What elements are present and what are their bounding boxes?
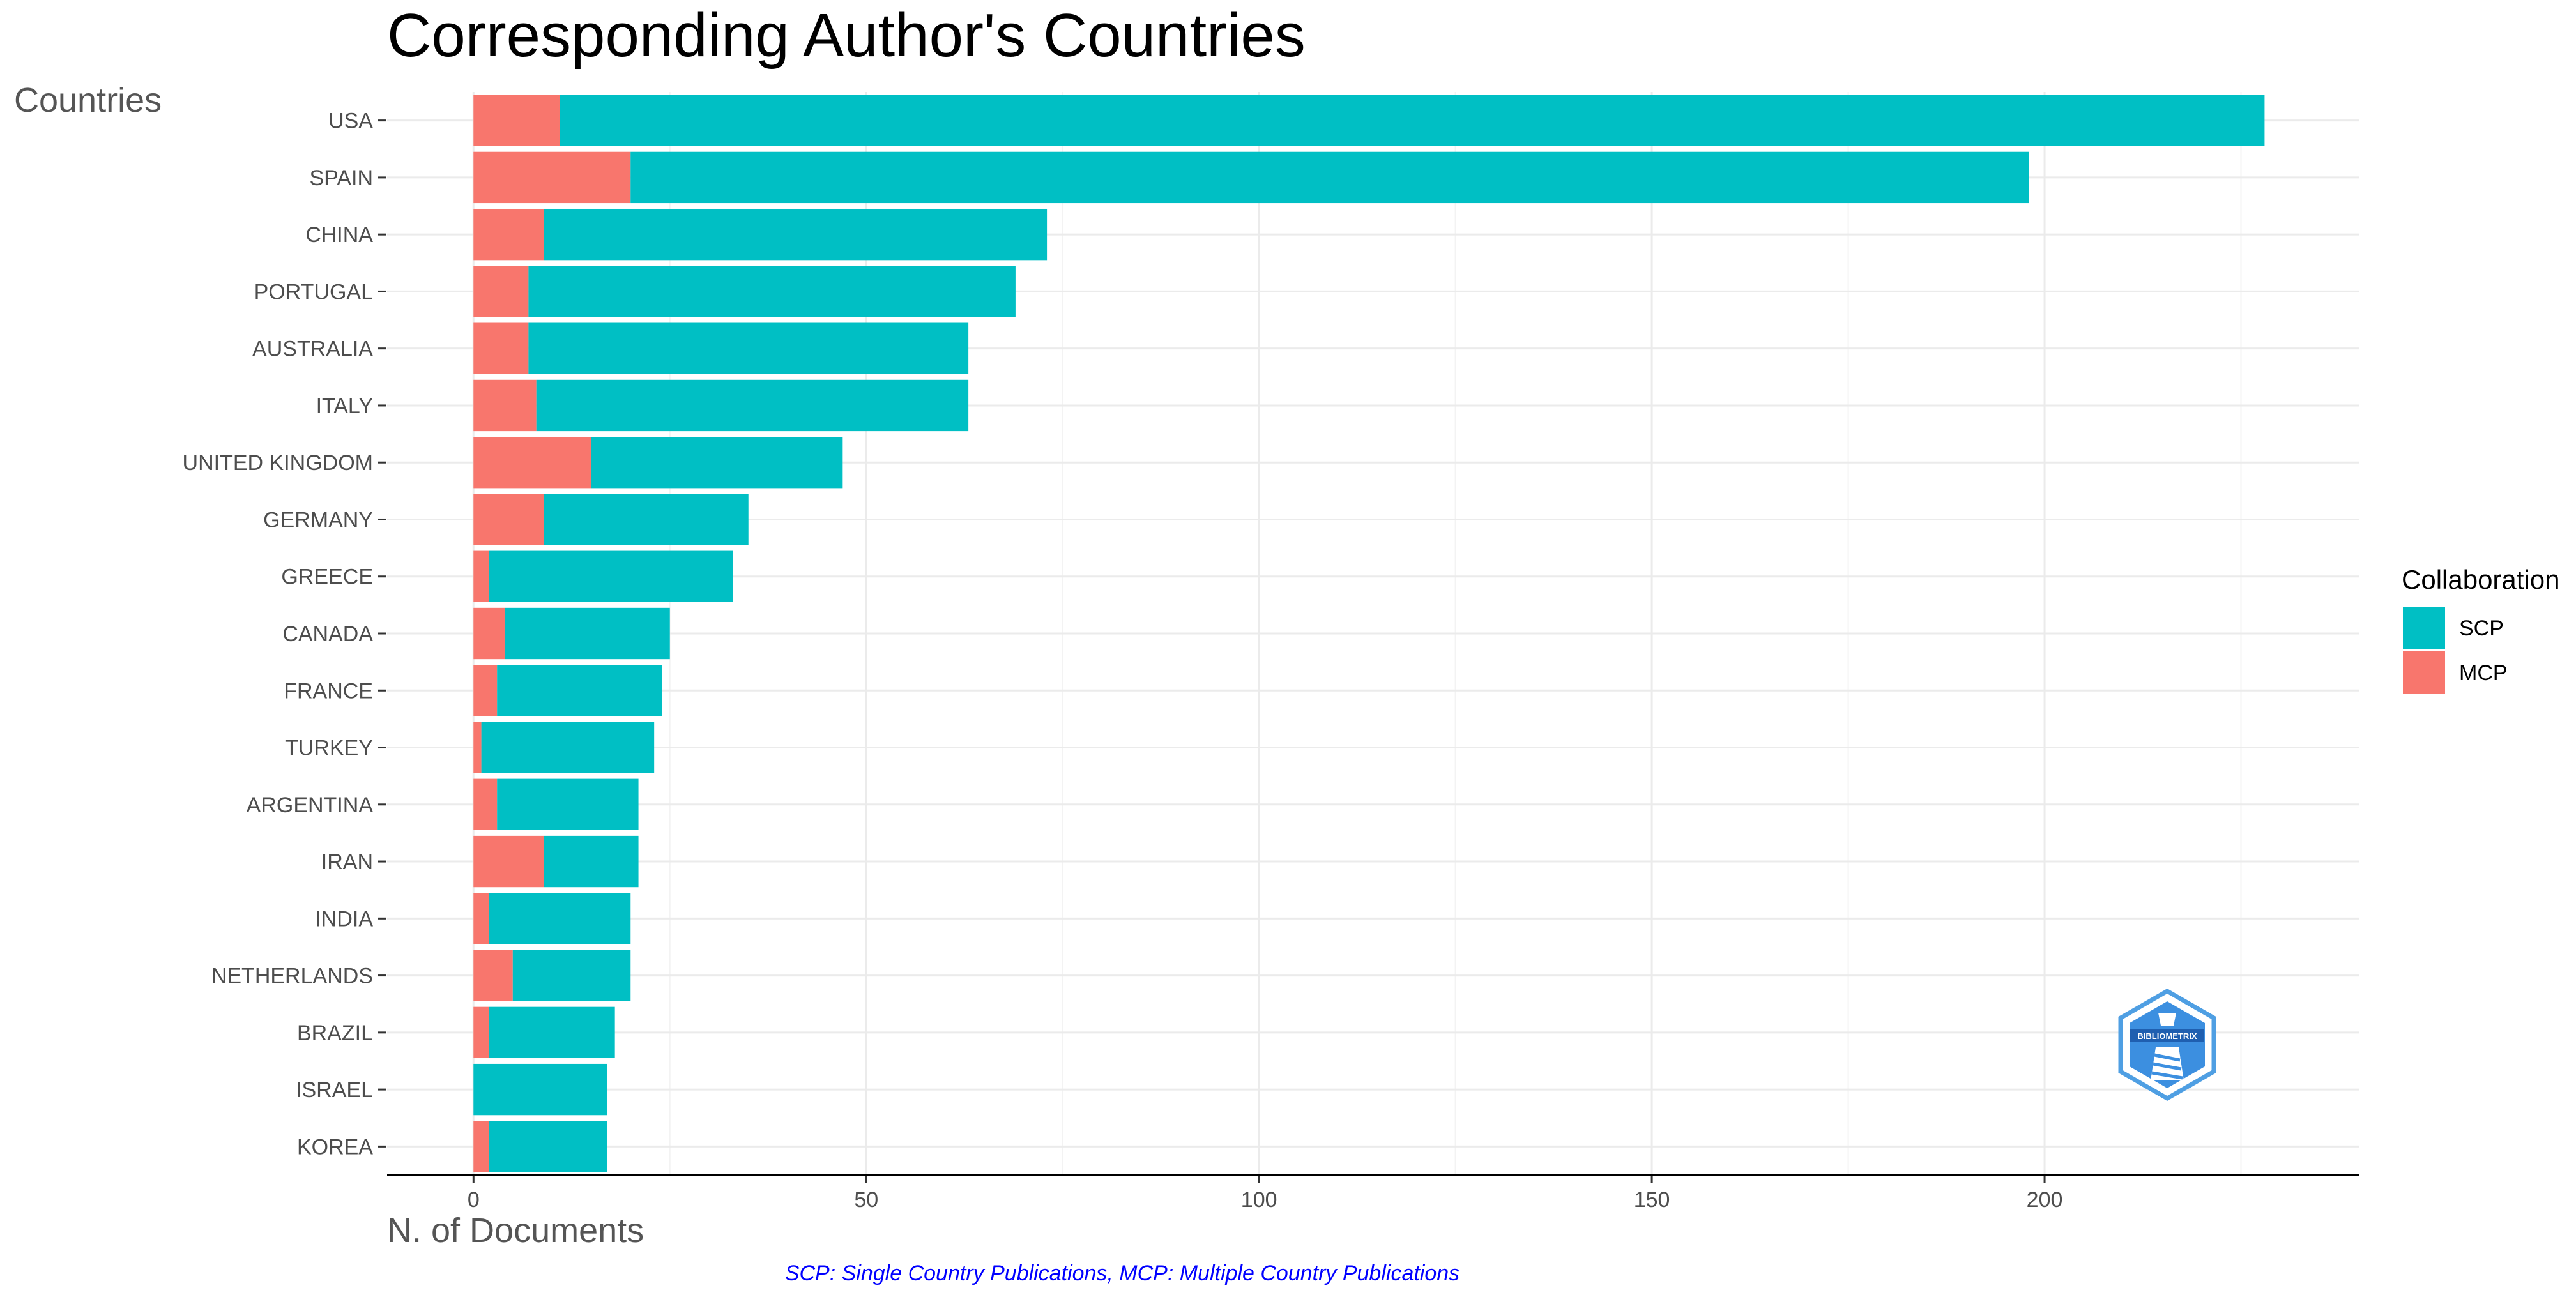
bar-scp <box>481 722 655 773</box>
y-tick-label: USA <box>328 109 373 133</box>
chart-title: Corresponding Author's Countries <box>387 1 1306 70</box>
bar-scp <box>489 893 631 944</box>
bar-scp <box>512 950 631 1001</box>
bar-mcp <box>473 778 498 830</box>
x-tick-label: 200 <box>2027 1188 2063 1212</box>
y-axis-title: Countries <box>14 81 162 119</box>
bar-scp <box>536 379 969 432</box>
bar-mcp <box>473 437 591 489</box>
y-tick-label: ARGENTINA <box>247 793 374 817</box>
y-tick-label: GERMANY <box>263 508 373 532</box>
bar-mcp <box>473 1006 489 1059</box>
bar-scp <box>544 494 749 545</box>
legend-title: Collaboration <box>2402 565 2560 595</box>
bar-mcp <box>473 550 489 602</box>
bar-scp <box>497 665 662 716</box>
y-tick-label: UNITED KINGDOM <box>183 451 373 475</box>
y-axis-ticks: USA SPAIN CHINA PORTUGAL AUSTRALIA ITALY UNITE… <box>183 109 386 1159</box>
bar-mcp <box>473 950 513 1001</box>
y-tick-label: FRANCE <box>284 679 373 703</box>
x-tick-label: 100 <box>1241 1188 1277 1212</box>
bar-mcp <box>473 722 482 773</box>
bars <box>473 95 2265 1172</box>
y-tick-label: CHINA <box>305 223 373 247</box>
bar-mcp <box>473 494 544 545</box>
x-tick-label: 50 <box>854 1188 878 1212</box>
legend: Collaboration SCP MCP <box>2402 565 2560 694</box>
logo-text: BIBLIOMETRIX <box>2137 1031 2197 1041</box>
bar-scp <box>497 778 639 830</box>
y-tick-label: KOREA <box>297 1135 373 1159</box>
legend-label-scp: SCP <box>2459 616 2504 641</box>
legend-key-scp <box>2403 607 2445 649</box>
bar-mcp <box>473 665 498 716</box>
bibliometrix-logo: BIBLIOMETRIX <box>2118 988 2216 1102</box>
bar-scp <box>528 266 1016 317</box>
bar-mcp <box>473 208 544 261</box>
bar-scp <box>544 835 639 888</box>
y-tick-label: ITALY <box>316 394 373 418</box>
y-tick-label: INDIA <box>315 907 373 931</box>
y-tick-label: AUSTRALIA <box>252 337 373 361</box>
caption: SCP: Single Country Publications, MCP: M… <box>785 1261 1459 1285</box>
bar-mcp <box>473 607 505 660</box>
x-axis-ticks: 0 50 100 150 200 <box>468 1175 2063 1212</box>
y-tick-label: BRAZIL <box>297 1021 373 1045</box>
x-tick-label: 150 <box>1634 1188 1670 1212</box>
bar-mcp <box>473 835 544 888</box>
y-tick-label: IRAN <box>321 850 373 874</box>
bar-scp <box>560 95 2265 146</box>
y-tick-label: NETHERLANDS <box>211 964 373 989</box>
bar-mcp <box>473 151 631 204</box>
bar-scp <box>591 437 843 489</box>
bar-mcp <box>473 266 529 317</box>
y-tick-label: SPAIN <box>309 166 373 190</box>
legend-label-mcp: MCP <box>2459 661 2508 685</box>
legend-key-mcp <box>2403 651 2445 694</box>
bar-scp <box>630 151 2029 204</box>
bar-mcp <box>473 379 537 432</box>
x-axis-title: N. of Documents <box>387 1211 644 1250</box>
y-tick-label: TURKEY <box>285 736 373 761</box>
y-tick-label: GREECE <box>281 565 373 589</box>
bar-scp <box>489 550 733 602</box>
bar-scp <box>489 1006 615 1059</box>
x-tick-label: 0 <box>468 1188 480 1212</box>
bar-scp <box>528 322 969 374</box>
bar-mcp <box>473 95 560 146</box>
bar-mcp <box>473 893 489 944</box>
y-tick-label: CANADA <box>282 622 373 646</box>
bar-scp <box>505 607 670 660</box>
bar-scp <box>473 1063 607 1116</box>
y-tick-label: ISRAEL <box>296 1078 373 1102</box>
bar-mcp <box>473 1121 489 1172</box>
bar-scp <box>544 208 1048 261</box>
y-tick-label: PORTUGAL <box>254 280 373 304</box>
bar-scp <box>489 1121 607 1172</box>
bar-mcp <box>473 322 529 374</box>
